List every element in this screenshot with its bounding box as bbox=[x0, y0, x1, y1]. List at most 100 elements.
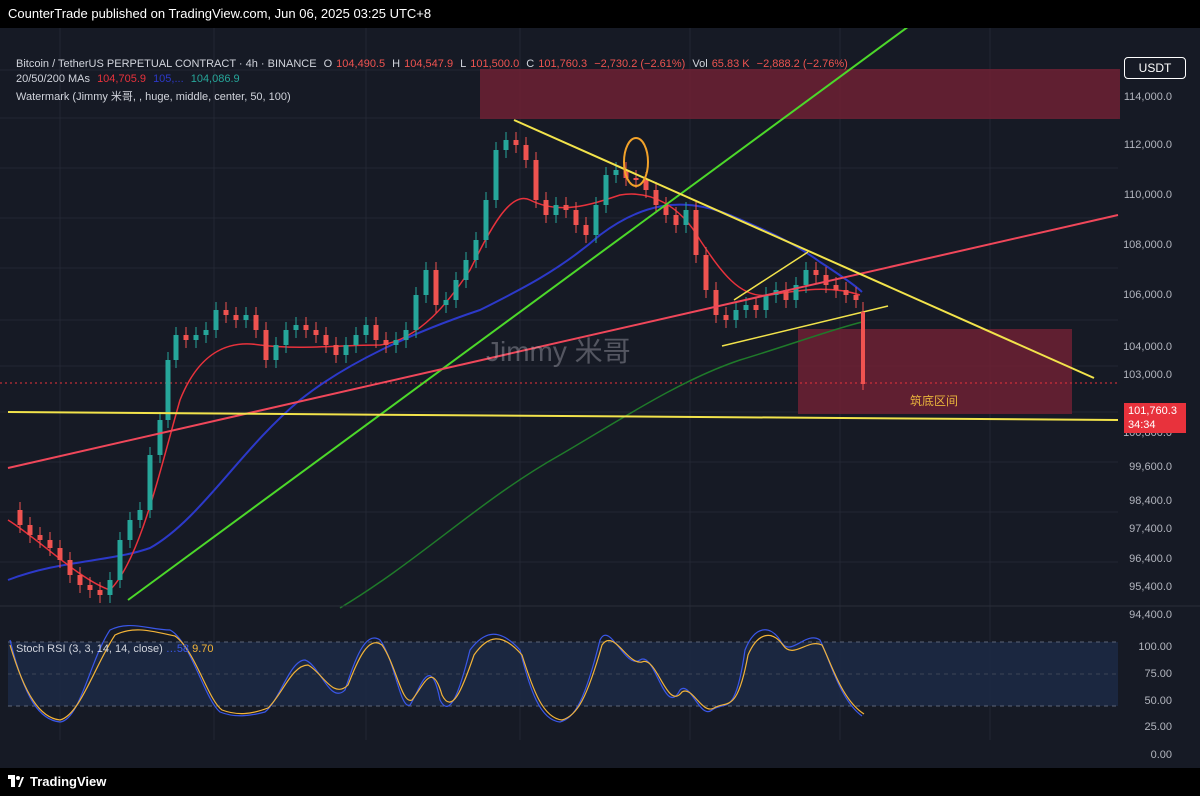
ma50-line bbox=[7, 203, 863, 581]
chart-area[interactable]: Bitcoin / TetherUS PERPETUAL CONTRACT · … bbox=[0, 28, 1200, 786]
candle-body bbox=[853, 295, 859, 300]
candle-body bbox=[573, 210, 579, 225]
bottom-zone[interactable] bbox=[798, 329, 1072, 414]
candle-body bbox=[753, 305, 759, 310]
price-chart-canvas[interactable] bbox=[0, 28, 1200, 768]
candle-body bbox=[293, 325, 299, 330]
candle-body bbox=[57, 548, 63, 560]
price-tick-label: 104,000.0 bbox=[1123, 341, 1172, 353]
high-value: 104,547.9 bbox=[404, 58, 454, 70]
candle-body bbox=[193, 335, 199, 340]
candle-body bbox=[543, 200, 549, 215]
candle-body bbox=[793, 285, 799, 300]
low-label: L bbox=[460, 58, 467, 70]
stoch-d-value: 9.70 bbox=[192, 643, 214, 655]
candle-body bbox=[157, 420, 163, 455]
candle-body bbox=[553, 205, 559, 215]
stoch-label: Stoch RSI (3, 3, 14, 14, close) bbox=[16, 643, 163, 655]
price-tick-label: 94,400.0 bbox=[1129, 609, 1172, 621]
candle-body bbox=[303, 325, 309, 330]
candle-body bbox=[843, 290, 849, 295]
candle-body bbox=[633, 178, 639, 180]
candle-body bbox=[363, 325, 369, 335]
candle-body bbox=[683, 210, 689, 225]
price-tick-label: 103,000.0 bbox=[1123, 369, 1172, 381]
wedge-upper-line[interactable] bbox=[733, 251, 809, 301]
drop-candle-body bbox=[861, 312, 865, 384]
wedge-lower-line[interactable] bbox=[721, 305, 889, 347]
vol-value: 65.83 K bbox=[711, 58, 750, 70]
candle-body bbox=[373, 325, 379, 340]
price-tick-label: 98,400.0 bbox=[1129, 495, 1172, 507]
highlight-circle[interactable] bbox=[623, 137, 649, 187]
tradingview-logo[interactable]: TradingView bbox=[8, 774, 106, 789]
price-tick-label: 99,600.0 bbox=[1129, 461, 1172, 473]
candle-body bbox=[343, 345, 349, 355]
candle-body bbox=[613, 170, 619, 175]
low-value: 101,500.0 bbox=[470, 58, 520, 70]
candle-body bbox=[403, 330, 409, 340]
price-tick-label: 95,400.0 bbox=[1129, 581, 1172, 593]
bottom-zone-label: 筑底区间 bbox=[910, 394, 959, 408]
stoch-tick-label: 100.00 bbox=[1138, 641, 1172, 653]
candle-body bbox=[147, 455, 153, 510]
price-tick-label: 110,000.0 bbox=[1123, 189, 1172, 201]
candle-body bbox=[533, 160, 539, 200]
yellow-descending-line[interactable] bbox=[513, 119, 1095, 379]
candle-body bbox=[173, 335, 179, 360]
price-tick-label: 114,000.0 bbox=[1123, 91, 1172, 103]
candle-body bbox=[653, 190, 659, 205]
candle-body bbox=[253, 315, 259, 330]
candle-body bbox=[583, 225, 589, 235]
candle-body bbox=[117, 540, 123, 580]
resistance-zone[interactable] bbox=[480, 69, 1120, 119]
candle-body bbox=[463, 260, 469, 280]
candle-body bbox=[283, 330, 289, 345]
candle-body bbox=[743, 305, 749, 310]
green-trendline[interactable] bbox=[127, 28, 920, 601]
candle-body bbox=[723, 315, 729, 320]
ma20-value: 104,705.9 bbox=[97, 73, 146, 85]
watermark-legend: Watermark (Jimmy 米哥, , huge, middle, cen… bbox=[16, 88, 295, 104]
candle-body bbox=[823, 275, 829, 285]
stoch-tick-label: 50.00 bbox=[1144, 695, 1172, 707]
candle-body bbox=[413, 295, 419, 330]
red-trendline[interactable] bbox=[7, 214, 1119, 469]
candle-body bbox=[803, 270, 809, 285]
yellow-support-line[interactable] bbox=[7, 411, 1119, 421]
candle-body bbox=[393, 340, 399, 345]
candle-body bbox=[37, 535, 43, 540]
candle-body bbox=[523, 145, 529, 160]
publish-line: CounterTrade published on TradingView.co… bbox=[8, 6, 432, 21]
candle-body bbox=[663, 205, 669, 215]
stoch-tick-label: 0.00 bbox=[1150, 749, 1172, 761]
candle-body bbox=[213, 310, 219, 330]
candle-body bbox=[763, 295, 769, 310]
candle-body bbox=[353, 335, 359, 345]
open-label: O bbox=[323, 58, 333, 70]
ma20-line bbox=[7, 193, 861, 591]
candle-body bbox=[233, 315, 239, 320]
candle-body bbox=[47, 540, 53, 548]
price-tick-label: 106,000.0 bbox=[1123, 289, 1172, 301]
stoch-tick-label: 25.00 bbox=[1144, 721, 1172, 733]
tradingview-logo-icon bbox=[8, 774, 24, 787]
candle-body bbox=[563, 205, 569, 210]
candle-body bbox=[333, 345, 339, 355]
candle-body bbox=[223, 310, 229, 315]
candle-body bbox=[107, 580, 113, 595]
candle-body bbox=[27, 525, 33, 535]
candle-body bbox=[263, 330, 269, 360]
candle-body bbox=[67, 560, 73, 575]
candle-body bbox=[833, 285, 839, 290]
watermark-text: Jimmy 米哥 bbox=[486, 336, 631, 367]
candle-body bbox=[783, 290, 789, 300]
candle-countdown: 34:34 bbox=[1128, 419, 1156, 431]
candle-body bbox=[453, 280, 459, 300]
vol-change: −2,888.2 (−2.76%) bbox=[756, 58, 848, 70]
candle-body bbox=[423, 270, 429, 295]
close-label: C bbox=[526, 58, 535, 70]
candle-body bbox=[433, 270, 439, 305]
currency-button[interactable]: USDT bbox=[1124, 57, 1186, 79]
ma50-value: 105,... bbox=[153, 73, 184, 85]
